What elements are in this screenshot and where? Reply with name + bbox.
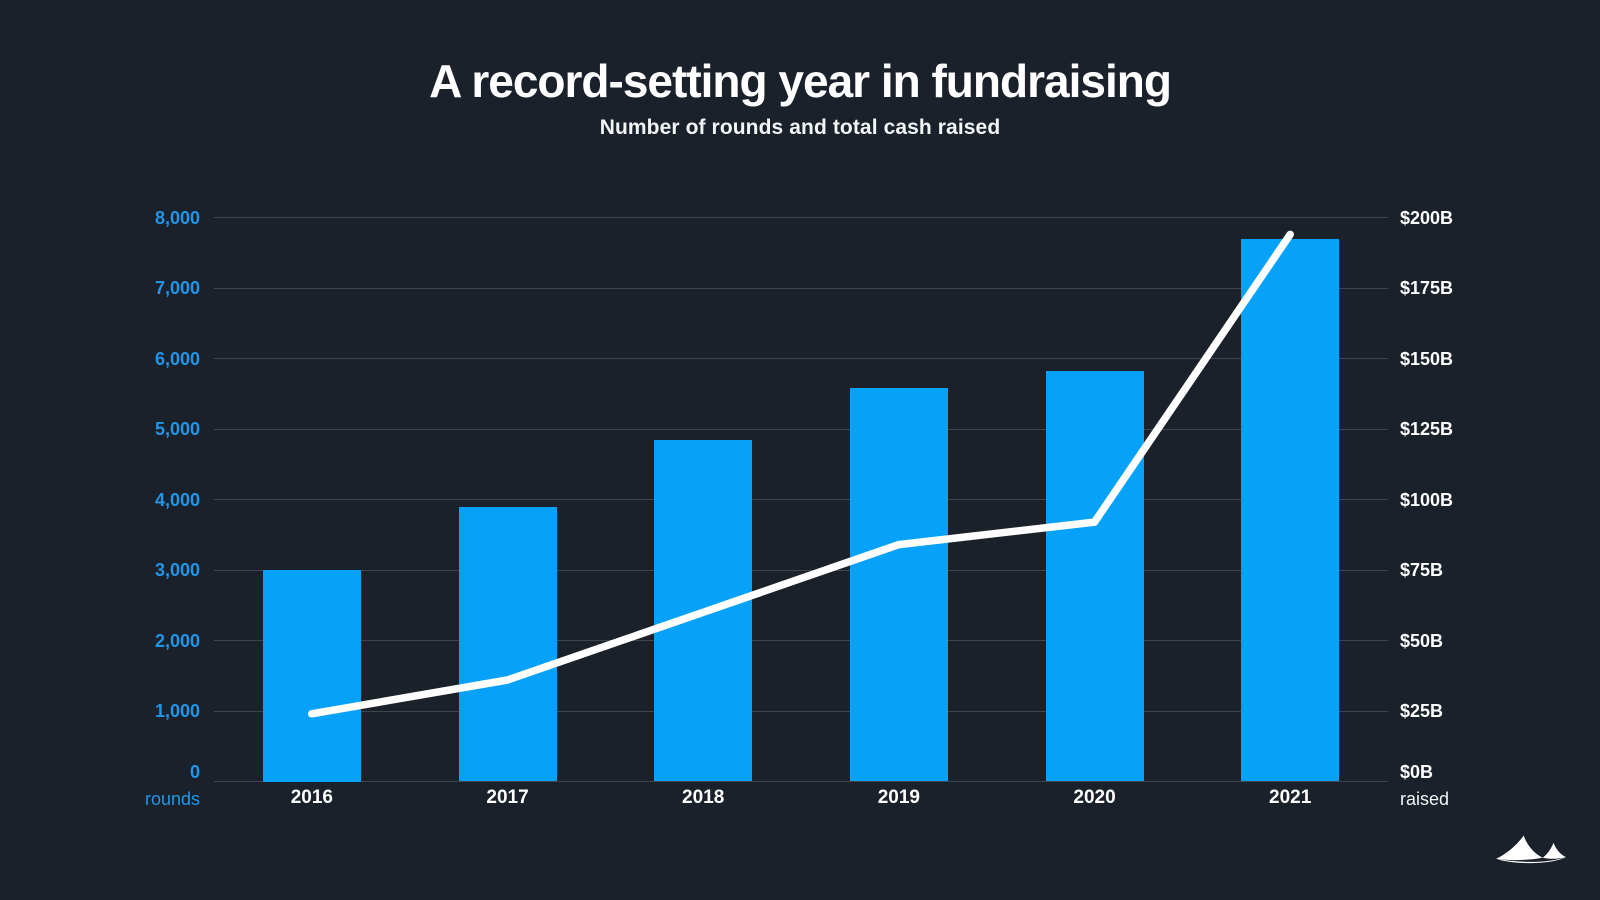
x-axis-label-2017: 2017 bbox=[486, 787, 529, 808]
right-axis-tick-label: $150B bbox=[1400, 348, 1454, 369]
left-axis-tick-label: 7,000 bbox=[154, 278, 200, 298]
gridline bbox=[214, 428, 1388, 430]
left-axis-tick-label: 1,000 bbox=[154, 701, 200, 721]
bar-2021 bbox=[1241, 239, 1340, 782]
page-subtitle: Number of rounds and total cash raised bbox=[599, 116, 1001, 139]
right-axis-tick-label: $25B bbox=[1400, 701, 1444, 721]
bar-2017 bbox=[458, 506, 557, 782]
gridline bbox=[214, 358, 1388, 359]
left-axis-tick-label: 2,000 bbox=[154, 630, 200, 651]
right-axis-unit-label: raised bbox=[1400, 789, 1450, 809]
right-axis-tick-label: $100B bbox=[1400, 489, 1454, 510]
left-axis-tick-label: 5,000 bbox=[154, 419, 200, 439]
gridline bbox=[214, 640, 1388, 641]
left-axis-tick-label: 3,000 bbox=[154, 560, 200, 580]
right-axis-tick-label: $50B bbox=[1400, 630, 1444, 651]
left-axis-tick-label: 6,000 bbox=[154, 348, 200, 369]
bar-2020 bbox=[1045, 371, 1144, 782]
left-axis-tick-label: 4,000 bbox=[154, 489, 200, 510]
twin-peaks-logo-icon bbox=[1496, 835, 1566, 864]
bar-2019 bbox=[849, 388, 948, 782]
right-axis-tick-label: $0B bbox=[1400, 761, 1434, 782]
x-axis-label-2021: 2021 bbox=[1269, 787, 1312, 808]
left-axis-unit-label: rounds bbox=[144, 789, 200, 809]
gridline bbox=[214, 710, 1388, 712]
bar-2016 bbox=[262, 570, 361, 782]
x-axis-label-2020: 2020 bbox=[1073, 787, 1116, 808]
gridline bbox=[214, 499, 1388, 500]
gridline bbox=[214, 287, 1388, 289]
gridline bbox=[214, 217, 1388, 218]
right-axis-tick-label: $200B bbox=[1400, 207, 1454, 228]
raised-line-path bbox=[308, 230, 1294, 718]
gridline bbox=[214, 569, 1388, 571]
page-title: A record-setting year in fundraising bbox=[429, 55, 1172, 107]
left-axis-tick-label: 8,000 bbox=[154, 207, 200, 228]
left-axis-tick-label: 0 bbox=[189, 761, 200, 782]
x-axis-label-2019: 2019 bbox=[877, 787, 920, 808]
gridline bbox=[214, 781, 1388, 782]
right-axis-tick-label: $175B bbox=[1400, 278, 1454, 298]
right-axis-tick-label: $75B bbox=[1400, 560, 1444, 580]
right-axis-tick-label: $125B bbox=[1400, 419, 1454, 439]
x-axis-label-2016: 2016 bbox=[290, 787, 333, 808]
x-axis-label-2018: 2018 bbox=[682, 787, 725, 808]
